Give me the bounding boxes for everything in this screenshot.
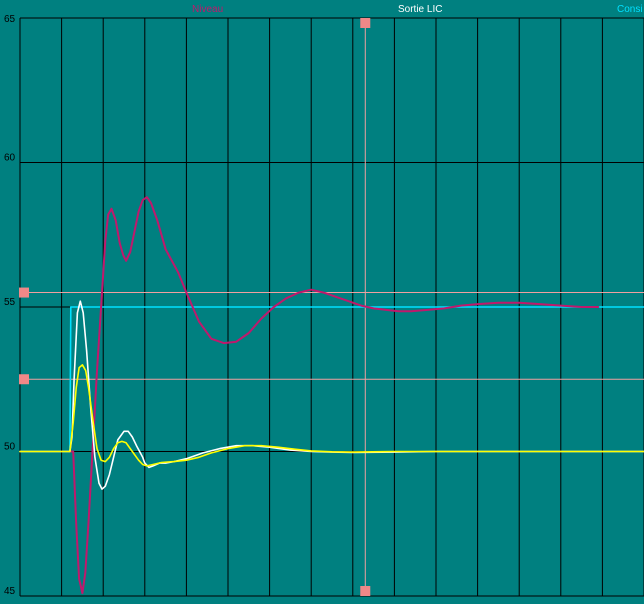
series-line-sortie — [19, 300, 644, 490]
legend: Niveau Sortie LIC Consi — [192, 4, 643, 15]
y-tick-label: 65 — [4, 14, 16, 25]
cursor-bottom-handle[interactable] — [360, 586, 371, 596]
cursor-top-handle[interactable] — [360, 18, 371, 28]
series-lines — [19, 196, 644, 595]
legend-consigne: Consi — [617, 4, 643, 15]
y-tick-label: 45 — [4, 586, 16, 597]
limit-high-handle[interactable] — [19, 287, 29, 298]
series-line-niveau — [68, 196, 600, 595]
y-tick-label: 60 — [4, 153, 16, 164]
limit-low-handle[interactable] — [19, 374, 29, 385]
y-axis-ticks: 45 50 55 60 65 — [4, 14, 16, 597]
y-tick-label: 55 — [4, 297, 16, 308]
legend-niveau: Niveau — [192, 4, 223, 15]
legend-sortie-lic: Sortie LIC — [398, 4, 442, 15]
cursor-markers[interactable] — [19, 18, 371, 596]
y-tick-label: 50 — [4, 442, 16, 453]
series-line-mesure — [19, 364, 644, 467]
